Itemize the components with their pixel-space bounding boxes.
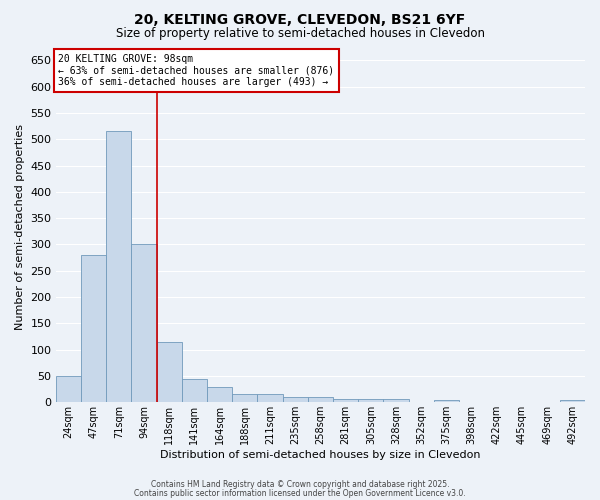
Bar	[434, 400, 459, 402]
Text: Contains HM Land Registry data © Crown copyright and database right 2025.: Contains HM Land Registry data © Crown c…	[151, 480, 449, 489]
Bar	[81, 255, 106, 402]
Bar	[157, 342, 182, 402]
Bar	[283, 397, 308, 402]
Bar	[232, 394, 257, 402]
Text: 20 KELTING GROVE: 98sqm
← 63% of semi-detached houses are smaller (876)
36% of s: 20 KELTING GROVE: 98sqm ← 63% of semi-de…	[58, 54, 335, 88]
Y-axis label: Number of semi-detached properties: Number of semi-detached properties	[15, 124, 25, 330]
X-axis label: Distribution of semi-detached houses by size in Clevedon: Distribution of semi-detached houses by …	[160, 450, 481, 460]
Bar	[106, 132, 131, 402]
Bar	[383, 398, 409, 402]
Text: Size of property relative to semi-detached houses in Clevedon: Size of property relative to semi-detach…	[115, 28, 485, 40]
Bar	[333, 398, 358, 402]
Text: 20, KELTING GROVE, CLEVEDON, BS21 6YF: 20, KELTING GROVE, CLEVEDON, BS21 6YF	[134, 12, 466, 26]
Bar	[560, 400, 585, 402]
Text: Contains public sector information licensed under the Open Government Licence v3: Contains public sector information licen…	[134, 488, 466, 498]
Bar	[131, 244, 157, 402]
Bar	[358, 398, 383, 402]
Bar	[56, 376, 81, 402]
Bar	[257, 394, 283, 402]
Bar	[207, 386, 232, 402]
Bar	[308, 397, 333, 402]
Bar	[182, 378, 207, 402]
